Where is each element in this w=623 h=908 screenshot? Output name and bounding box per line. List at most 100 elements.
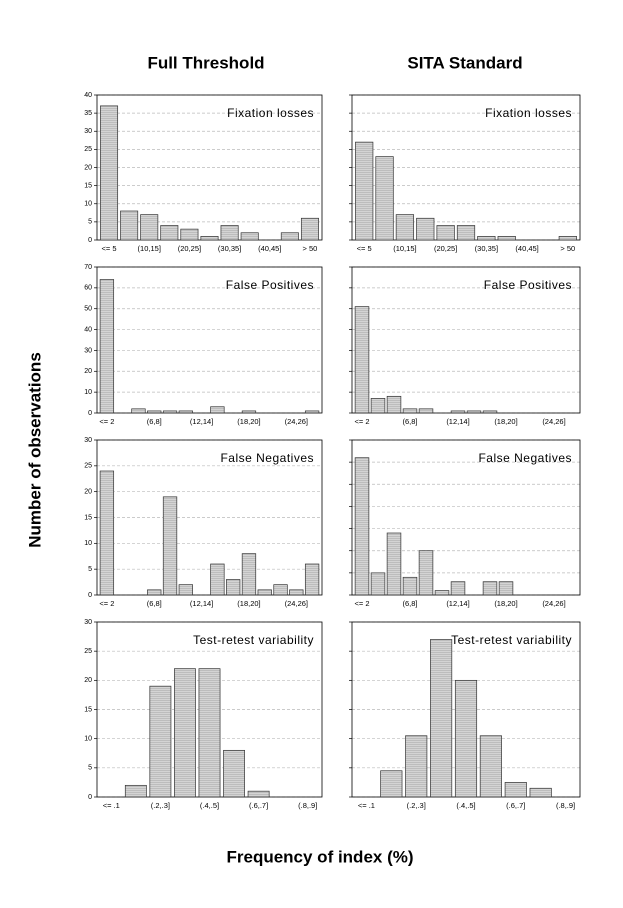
x-tick-label: (18,20] (494, 417, 517, 426)
bar (498, 581, 514, 596)
y-tick-label: 30 (84, 619, 92, 626)
y-tick-label: 0 (88, 237, 92, 244)
bar (479, 735, 502, 798)
bar (300, 217, 319, 241)
annotation: False Negatives (478, 451, 572, 465)
bar (370, 398, 386, 414)
bar (354, 457, 370, 596)
x-axis-label: Frequency of index (%) (226, 847, 413, 866)
bar (304, 563, 320, 596)
plot-frame (96, 266, 323, 414)
bar (436, 225, 455, 241)
bar (355, 141, 374, 241)
bar (430, 639, 453, 798)
x-tick-label: (6,8] (147, 417, 162, 426)
y-axis-label: Number of observations (25, 352, 44, 548)
bar (434, 590, 450, 596)
x-tick-label: (30,35] (475, 244, 498, 253)
x-tick-label: (40,45] (515, 244, 538, 253)
bar (529, 787, 552, 798)
bar (386, 532, 402, 596)
x-tick-label: (18,20] (494, 599, 517, 608)
annotation: False Negatives (220, 451, 314, 465)
x-tick-label: (24,26] (285, 599, 308, 608)
bar (180, 228, 199, 241)
y-tick-label: 20 (84, 489, 92, 496)
y-tick-label: 10 (84, 736, 92, 743)
y-tick-label: 20 (84, 164, 92, 171)
x-tick-label: <= 5 (102, 244, 117, 253)
x-tick-label: (40,45] (258, 244, 281, 253)
bar (162, 496, 178, 596)
x-tick-label: (12,14] (190, 599, 213, 608)
annotation: Test-retest variability (193, 633, 314, 647)
x-tick-label: <= .1 (103, 801, 120, 810)
y-tick-label: 50 (84, 306, 92, 313)
bar (149, 685, 172, 798)
x-tick-label: (24,26] (542, 599, 565, 608)
bar (375, 156, 394, 241)
y-tick-label: 35 (84, 110, 92, 117)
bar (140, 214, 159, 241)
x-tick-label: <= 2 (99, 417, 114, 426)
bar (454, 679, 478, 798)
annotation: Test-retest variability (451, 633, 572, 647)
bar (131, 408, 146, 414)
x-tick-label: (18,20] (237, 599, 260, 608)
x-tick-label: (.6,.7] (249, 801, 268, 810)
bar (450, 581, 466, 596)
x-tick-label: (24,26] (285, 417, 308, 426)
bar (273, 584, 288, 596)
y-tick-label: 40 (84, 92, 92, 99)
y-tick-label: 40 (84, 326, 92, 333)
plot-frame (351, 439, 581, 596)
bar (198, 668, 221, 798)
x-tick-label: (.4,.5] (456, 801, 475, 810)
bar (241, 553, 257, 596)
bar (482, 581, 498, 596)
y-tick-label: 5 (88, 219, 92, 226)
y-tick-label: 10 (84, 389, 92, 396)
y-tick-label: 70 (84, 264, 92, 271)
bar (558, 236, 577, 241)
bar (370, 572, 386, 596)
column-title: SITA Standard (407, 53, 522, 72)
y-tick-label: 5 (88, 566, 92, 573)
bar (99, 279, 115, 414)
bar (405, 735, 428, 798)
x-tick-label: (.4,.5] (200, 801, 219, 810)
x-tick-label: (12,14] (446, 417, 469, 426)
bar (210, 406, 225, 414)
bar (200, 236, 219, 241)
x-tick-label: (6,8] (402, 417, 417, 426)
y-tick-label: 10 (84, 201, 92, 208)
bar (241, 410, 257, 414)
bar (402, 576, 418, 596)
x-tick-label: (12,14] (446, 599, 469, 608)
y-tick-label: 30 (84, 437, 92, 444)
y-tick-label: 15 (84, 182, 92, 189)
x-tick-label: (.2,.3] (151, 801, 170, 810)
y-tick-label: 60 (84, 285, 92, 292)
column-title: Full Threshold (147, 53, 264, 72)
x-tick-label: (18,20] (237, 417, 260, 426)
x-tick-label: (12,14] (190, 417, 213, 426)
bar (247, 790, 270, 798)
x-tick-label: (20,25] (178, 244, 201, 253)
annotation: False Positives (484, 278, 572, 292)
y-tick-label: 30 (84, 347, 92, 354)
x-tick-label: <= 2 (99, 599, 114, 608)
x-tick-label: <= 2 (354, 417, 369, 426)
y-tick-label: 0 (88, 794, 92, 801)
bar (178, 410, 193, 414)
bar (456, 225, 476, 241)
x-tick-label: > 50 (303, 244, 318, 253)
bar (450, 410, 466, 414)
bar (395, 214, 415, 241)
x-tick-label: (20,25] (434, 244, 457, 253)
bar (124, 784, 147, 798)
bar (354, 306, 370, 414)
bar (178, 584, 193, 596)
bar (226, 579, 241, 596)
bar (257, 589, 272, 596)
